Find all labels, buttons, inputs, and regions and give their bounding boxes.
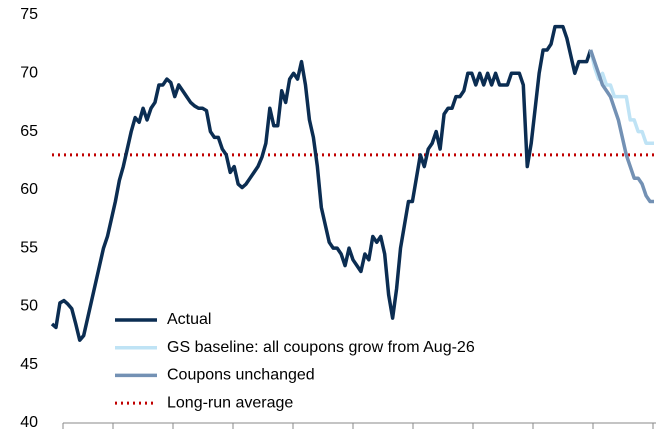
y-tick-label: 60 (20, 181, 38, 198)
y-tick-label: 75 (20, 6, 38, 23)
legend-label: Actual (167, 311, 211, 328)
y-tick-label: 50 (20, 298, 38, 315)
y-tick-label: 70 (20, 65, 38, 82)
series-line (588, 49, 654, 145)
y-tick-label: 55 (20, 239, 38, 256)
legend-label: GS baseline: all coupons grow from Aug-2… (167, 339, 475, 356)
x-axis-ticks (62, 423, 654, 429)
series-line (588, 49, 654, 204)
y-tick-label: 40 (20, 414, 38, 431)
series-line (50, 24, 593, 342)
y-tick-label: 65 (20, 123, 38, 140)
legend-label: Long-run average (167, 394, 293, 411)
y-tick-label: 45 (20, 356, 38, 373)
legend-label: Coupons unchanged (167, 367, 315, 384)
